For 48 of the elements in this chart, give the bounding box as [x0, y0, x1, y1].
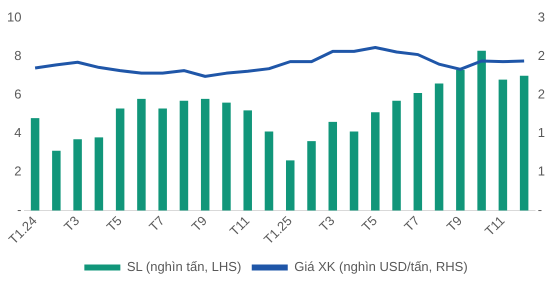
x-tick-label: T9	[188, 213, 210, 234]
x-tick-label: T7	[401, 213, 422, 234]
bar	[498, 80, 508, 210]
y2-tick-label: 2	[538, 48, 546, 64]
y2-tick-label: 1	[538, 125, 546, 140]
bar	[520, 76, 528, 210]
bar	[116, 108, 124, 210]
bar	[434, 83, 444, 210]
y2-tick-label: -	[538, 202, 542, 218]
bar	[392, 100, 401, 210]
bar	[222, 102, 231, 210]
bar	[414, 93, 422, 210]
y2-tick-label: 1	[538, 164, 546, 179]
bar	[456, 70, 465, 210]
bar	[264, 132, 274, 210]
y-tick-label: 4	[14, 125, 22, 140]
x-tick-label: T9	[444, 213, 465, 234]
y-tick-label: 10	[6, 10, 22, 25]
x-tick-label: T11	[226, 213, 252, 239]
bar	[371, 112, 380, 210]
bar	[158, 108, 167, 210]
x-tick-label: T11	[482, 213, 508, 239]
bar	[180, 100, 188, 210]
y-tick-label: 6	[14, 86, 22, 102]
bar	[137, 98, 146, 210]
bar	[52, 150, 61, 210]
legend-label: SL (nghìn tấn, LHS)	[126, 259, 242, 274]
bar	[200, 98, 210, 210]
y-tick-label: 8	[14, 48, 22, 64]
x-tick-label: T5	[103, 213, 125, 234]
x-tick-label: T7	[146, 213, 168, 234]
bar	[307, 141, 316, 210]
bar	[73, 139, 82, 210]
bar	[243, 110, 252, 210]
bar	[94, 137, 104, 210]
x-tick-label: T5	[358, 213, 380, 234]
bar	[286, 160, 294, 210]
legend-label: Giá XK (nghìn USD/tấn, RHS)	[294, 259, 468, 274]
x-tick-label: T3	[316, 213, 338, 234]
bar	[350, 132, 358, 210]
y2-tick-label: 3	[538, 10, 546, 25]
y-tick-label: 2	[14, 164, 22, 179]
bar	[30, 118, 40, 210]
y2-tick-label: 2	[538, 86, 546, 102]
y-tick-label: -	[17, 202, 22, 218]
bar	[477, 50, 486, 210]
bar	[328, 122, 338, 210]
x-tick-label: T3	[60, 213, 82, 234]
